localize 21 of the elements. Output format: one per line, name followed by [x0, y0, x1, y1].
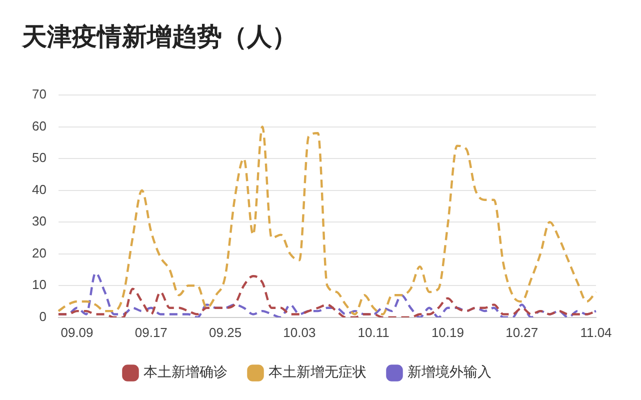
legend-label: 新增境外输入: [408, 364, 492, 381]
legend-label: 本土新增无症状: [268, 364, 366, 381]
x-tick-label: 10.03: [283, 324, 316, 340]
x-tick-label: 10.27: [506, 324, 538, 340]
legend-label: 本土新增确诊: [144, 364, 228, 381]
y-tick-label: 40: [32, 182, 46, 197]
chart-title: 天津疫情新增趋势（人）: [22, 21, 297, 53]
y-tick-label: 20: [32, 245, 46, 260]
x-tick-label: 10.19: [431, 324, 464, 340]
x-tick-label: 09.09: [60, 324, 94, 340]
line-series: [57, 126, 598, 316]
x-tick-label: 09.25: [209, 324, 242, 340]
x-tick-label: 11.04: [580, 324, 612, 340]
x-tick-label: 09.17: [134, 324, 168, 340]
y-tick-label: 0: [39, 308, 46, 324]
y-tick-label: 30: [32, 214, 46, 229]
y-tick-label: 60: [32, 118, 46, 134]
y-tick-label: 10: [32, 277, 46, 292]
y-tick-label: 50: [32, 150, 46, 166]
x-tick-label: 10.11: [358, 324, 390, 340]
y-tick-label: 70: [32, 86, 46, 102]
